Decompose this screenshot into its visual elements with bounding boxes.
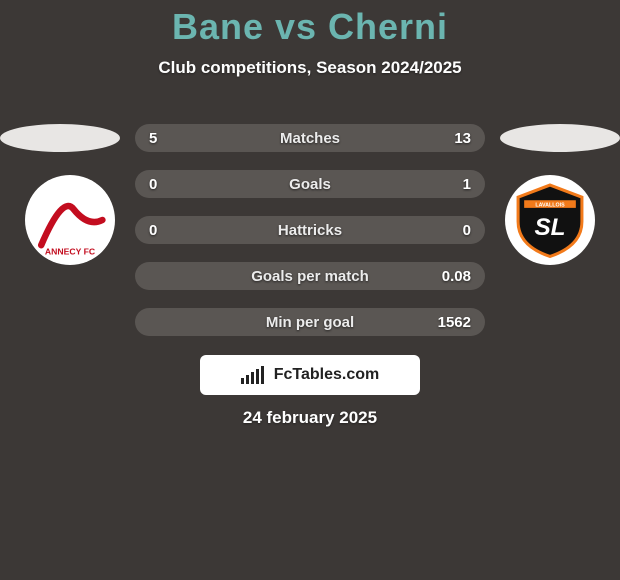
bars-icon <box>241 366 264 384</box>
stat-row: Goals per match 0.08 <box>135 262 485 290</box>
svg-text:LAVALLOIS: LAVALLOIS <box>535 202 565 208</box>
stat-row: Min per goal 1562 <box>135 308 485 336</box>
stat-label: Min per goal <box>266 314 354 331</box>
stat-label: Hattricks <box>278 222 342 239</box>
stat-label: Goals per match <box>251 268 369 285</box>
club-badge-left: ANNECY FC <box>25 175 115 265</box>
stat-left-value: 0 <box>149 176 157 193</box>
brand-badge[interactable]: FcTables.com <box>200 355 420 395</box>
stat-left-value: 5 <box>149 130 157 147</box>
stat-right-value: 13 <box>454 130 471 147</box>
stat-row: 0 Goals 1 <box>135 170 485 198</box>
stat-right-value: 0 <box>463 222 471 239</box>
page-title: Bane vs Cherni <box>0 0 620 48</box>
club-badge-right: LAVALLOIS SL <box>505 175 595 265</box>
player-photo-left <box>0 124 120 152</box>
player-photo-right <box>500 124 620 152</box>
stat-right-value: 0.08 <box>442 268 471 285</box>
stat-row: 5 Matches 13 <box>135 124 485 152</box>
stat-row: 0 Hattricks 0 <box>135 216 485 244</box>
stat-label: Goals <box>289 176 331 193</box>
stat-label: Matches <box>280 130 340 147</box>
annecy-logo-icon: ANNECY FC <box>30 180 110 260</box>
svg-text:SL: SL <box>534 214 565 241</box>
page-subtitle: Club competitions, Season 2024/2025 <box>0 58 620 78</box>
date-label: 24 february 2025 <box>0 408 620 428</box>
comparison-card: Bane vs Cherni Club competitions, Season… <box>0 0 620 580</box>
stat-right-value: 1 <box>463 176 471 193</box>
stat-right-value: 1562 <box>438 314 471 331</box>
svg-text:ANNECY FC: ANNECY FC <box>45 247 95 256</box>
laval-logo-icon: LAVALLOIS SL <box>510 180 590 260</box>
stat-left-value: 0 <box>149 222 157 239</box>
stats-table: 5 Matches 13 0 Goals 1 0 Hattricks 0 Goa… <box>135 124 485 354</box>
brand-text: FcTables.com <box>274 366 380 384</box>
